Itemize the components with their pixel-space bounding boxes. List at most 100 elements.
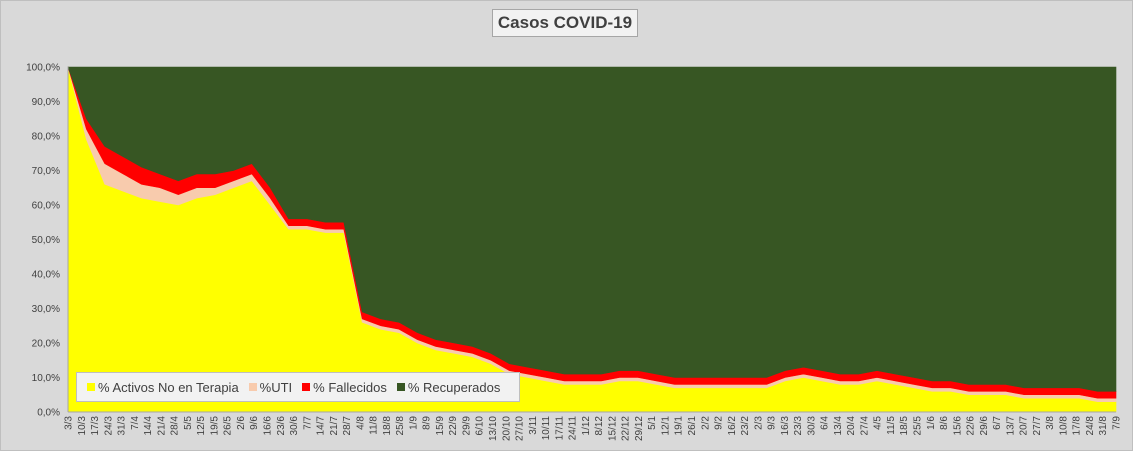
x-tick-label: 2/3 <box>753 416 764 430</box>
x-tick-label: 5/1 <box>647 416 658 430</box>
x-axis: 3/3 10/3 17/3 24/3 31/3 7/4 14/4 21/4 28/4 5/5 12/… <box>64 411 1123 441</box>
x-tick-label: 15/6 <box>952 416 963 436</box>
x-tick-label: 30/3 <box>806 416 817 436</box>
x-tick-label: 9/6 <box>249 416 260 430</box>
y-tick-label: 10,0% <box>32 373 60 384</box>
y-tick-label: 30,0% <box>32 304 60 315</box>
x-tick-label: 24/11 <box>568 416 579 441</box>
x-tick-label: 4/8 <box>355 416 366 430</box>
x-tick-label: 28/4 <box>170 416 181 436</box>
x-tick-label: 1/12 <box>581 416 592 436</box>
x-tick-label: 6/7 <box>992 416 1003 430</box>
x-tick-label: 31/8 <box>1098 416 1109 436</box>
x-tick-label: 23/6 <box>276 416 287 436</box>
y-tick-label: 70,0% <box>32 166 60 177</box>
x-tick-label: 10/11 <box>541 416 552 441</box>
x-tick-label: 22/9 <box>448 416 459 436</box>
x-tick-label: 15/9 <box>435 416 446 436</box>
y-tick-label: 80,0% <box>32 132 60 143</box>
x-tick-label: 10/8 <box>1058 416 1069 436</box>
x-tick-label: 20/7 <box>1019 416 1030 436</box>
y-tick-label: 40,0% <box>32 270 60 281</box>
x-tick-label: 21/7 <box>329 416 340 436</box>
x-tick-label: 22/6 <box>966 416 977 436</box>
x-tick-label: 9/2 <box>714 416 725 430</box>
x-tick-label: 16/3 <box>780 416 791 436</box>
x-tick-label: 21/4 <box>156 416 167 436</box>
x-tick-label: 15/12 <box>607 416 618 441</box>
x-tick-label: 2/2 <box>700 416 711 430</box>
x-tick-label: 6/4 <box>820 416 831 430</box>
x-tick-label: 25/5 <box>913 416 924 436</box>
x-tick-label: 12/1 <box>660 416 671 436</box>
x-tick-label: 13/4 <box>833 416 844 436</box>
x-tick-label: 27/7 <box>1032 416 1043 436</box>
x-tick-label: 19/5 <box>209 416 220 436</box>
x-tick-label: 20/4 <box>846 416 857 436</box>
x-tick-label: 17/11 <box>554 416 565 441</box>
x-tick-label: 5/5 <box>183 416 194 430</box>
x-tick-label: 13/10 <box>488 416 499 441</box>
x-tick-label: 7/4 <box>130 416 141 430</box>
x-tick-label: 26/5 <box>223 416 234 436</box>
x-tick-label: 2/6 <box>236 416 247 430</box>
x-tick-label: 10/3 <box>77 416 88 436</box>
legend-item-uti: %UTI <box>248 379 293 395</box>
x-tick-label: 31/3 <box>117 416 128 436</box>
x-tick-label: 3/8 <box>1045 416 1056 430</box>
y-tick-label: 0,0% <box>37 408 60 419</box>
x-tick-label: 20/10 <box>501 416 512 441</box>
x-tick-label: 8/6 <box>939 416 950 430</box>
x-tick-label: 4/5 <box>873 416 884 430</box>
x-tick-label: 18/8 <box>382 416 393 436</box>
x-tick-label: 17/8 <box>1072 416 1083 436</box>
x-tick-label: 25/8 <box>395 416 406 436</box>
x-tick-label: 8/12 <box>594 416 605 436</box>
x-tick-label: 3/3 <box>64 416 75 430</box>
legend: % Activos No en Terapia %UTI % Fallecido… <box>76 372 520 402</box>
x-tick-label: 24/3 <box>103 416 114 436</box>
x-tick-label: 9/3 <box>767 416 778 430</box>
x-tick-label: 27/10 <box>515 416 526 441</box>
x-tick-label: 7/9 <box>1112 416 1123 430</box>
y-tick-label: 100,0% <box>26 63 60 74</box>
series-area-recuperados <box>67 66 1117 392</box>
y-axis: 0,0% 10,0% 20,0% 30,0% 40,0% 50,0% 60,0% 70,0% 8… <box>26 63 69 419</box>
x-tick-label: 28/7 <box>342 416 353 436</box>
legend-label-activos: % Activos No en Terapia <box>98 379 239 395</box>
x-tick-label: 19/1 <box>674 416 685 436</box>
x-tick-label: 14/4 <box>143 416 154 436</box>
legend-item-fallecidos: % Fallecidos <box>302 380 387 395</box>
x-tick-label: 16/2 <box>727 416 738 436</box>
x-tick-label: 6/10 <box>475 416 486 436</box>
x-tick-label: 16/6 <box>262 416 273 436</box>
legend-label-uti: %UTI <box>259 379 293 395</box>
x-tick-label: 17/3 <box>90 416 101 436</box>
y-tick-label: 60,0% <box>32 201 60 212</box>
legend-swatch-fallecidos <box>302 383 311 391</box>
chart-title: Casos COVID-19 <box>492 9 638 37</box>
legend-swatch-activos <box>87 383 95 391</box>
legend-item-recuperados: % Recuperados <box>396 379 501 395</box>
legend-swatch-uti <box>248 383 257 391</box>
x-tick-label: 1/9 <box>408 416 419 430</box>
y-tick-label: 90,0% <box>32 97 60 108</box>
legend-item-activos: % Activos No en Terapia <box>87 380 239 395</box>
x-tick-label: 14/7 <box>316 416 327 436</box>
x-tick-label: 29/9 <box>461 416 472 436</box>
x-tick-label: 3/11 <box>528 416 539 435</box>
x-tick-label: 30/6 <box>289 416 300 436</box>
x-tick-label: 29/12 <box>634 416 645 441</box>
x-tick-label: 22/12 <box>621 416 632 441</box>
x-tick-label: 27/4 <box>859 416 870 436</box>
legend-swatch-recuperados <box>396 383 405 391</box>
x-tick-label: 11/5 <box>886 416 897 435</box>
x-tick-label: 7/7 <box>302 416 313 430</box>
x-tick-label: 12/5 <box>196 416 207 436</box>
x-tick-label: 29/6 <box>979 416 990 436</box>
x-tick-label: 13/7 <box>1005 416 1016 436</box>
legend-label-recuperados: % Recuperados <box>407 379 501 395</box>
y-tick-label: 20,0% <box>32 339 60 350</box>
plot-area <box>67 66 1117 413</box>
